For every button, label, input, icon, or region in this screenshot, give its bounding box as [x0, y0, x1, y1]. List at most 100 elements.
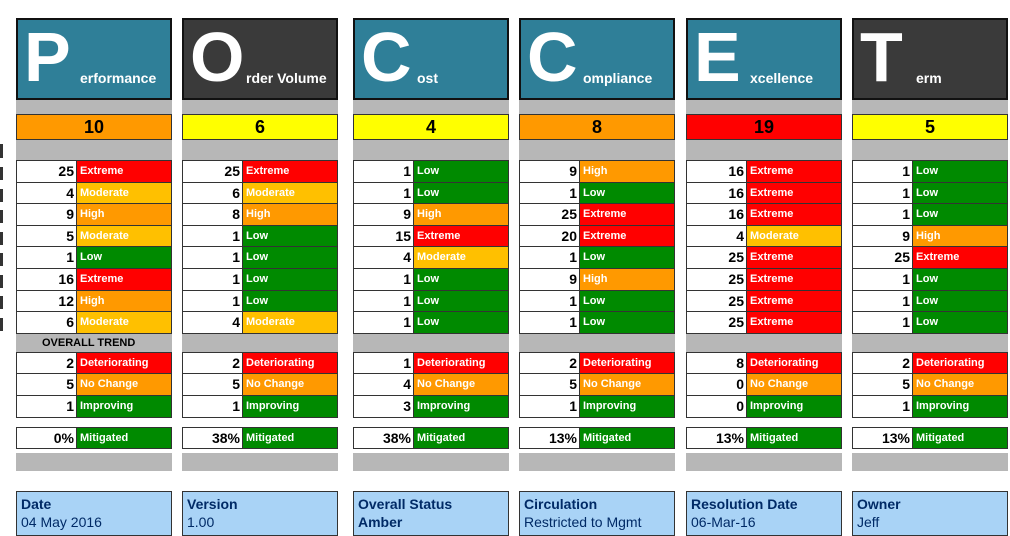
risk-row: 9 High — [520, 161, 674, 183]
risk-rating: Low — [414, 182, 508, 204]
objective-initial: E — [694, 18, 741, 96]
objective-name: ompliance — [583, 70, 653, 86]
risk-row: 1 Low — [520, 290, 674, 313]
trend-label: Deteriorating — [77, 352, 171, 374]
mitigated-block: 13% Mitigated — [519, 426, 675, 450]
risk-row: 1 Low — [853, 268, 1007, 291]
risk-rating: Extreme — [243, 161, 337, 182]
trend-row: 2 Deteriorating — [183, 352, 337, 375]
risk-score: 4 — [687, 225, 747, 247]
trend-row: 1 Deteriorating — [354, 352, 508, 375]
info-title: Resolution Date — [691, 496, 798, 512]
trend-row: 8 Deteriorating — [687, 352, 841, 375]
separator-bar — [852, 100, 1008, 114]
risk-rating: Extreme — [580, 204, 674, 225]
trend-label: No Change — [243, 374, 337, 395]
risk-row: 25 Extreme — [17, 161, 171, 183]
risk-rating: Low — [243, 247, 337, 268]
risk-score: 6 — [183, 182, 243, 204]
trend-row: 5 No Change — [520, 374, 674, 396]
risk-row: 1 Low — [354, 268, 508, 291]
risk-score: 1 — [354, 161, 414, 182]
risk-rating: Low — [580, 312, 674, 333]
risk-row: 1 Low — [354, 161, 508, 183]
trend-count: 2 — [520, 352, 580, 374]
risk-score: 25 — [183, 161, 243, 182]
risk-row: 1 Low — [853, 290, 1007, 313]
objective-name: erformance — [80, 70, 157, 86]
risk-row: 1 Low — [853, 182, 1007, 205]
separator-bar — [353, 100, 509, 114]
objective-initial: C — [361, 18, 412, 96]
objective-initial: P — [24, 18, 71, 96]
trend-count: 0 — [687, 374, 747, 395]
risk-score: 16 — [687, 182, 747, 204]
risk-rating: Low — [913, 290, 1007, 312]
trend-label: No Change — [77, 374, 171, 395]
risk-score: 1 — [354, 268, 414, 290]
separator-bar — [686, 140, 842, 160]
info-value: 06-Mar-16 — [691, 514, 756, 530]
mitigated-block: 0% Mitigated — [16, 426, 172, 450]
objective-score: 8 — [519, 114, 675, 140]
risk-rating: Extreme — [747, 182, 841, 204]
trend-row: 1 Improving — [183, 395, 337, 418]
separator-bar — [182, 100, 338, 114]
trend-label: Improving — [747, 395, 841, 417]
risk-row: 25 Extreme — [687, 247, 841, 269]
risk-score: 8 — [183, 204, 243, 225]
risk-rating: High — [243, 204, 337, 225]
separator-bar — [353, 140, 509, 160]
trend-row: 1 Improving — [853, 395, 1007, 418]
risk-rating: Moderate — [77, 182, 171, 204]
mitigated-row: 13% Mitigated — [520, 427, 674, 450]
risk-row: 9 High — [354, 204, 508, 226]
objective-score: 4 — [353, 114, 509, 140]
info-title: Circulation — [524, 496, 598, 512]
left-edge-mark — [0, 167, 3, 180]
risk-rating: Low — [913, 204, 1007, 225]
info-value: Jeff — [857, 514, 880, 530]
risk-score: 1 — [853, 268, 913, 290]
separator-bar — [353, 453, 509, 472]
info-value: 04 May 2016 — [21, 514, 102, 530]
separator-bar — [519, 140, 675, 160]
objective-initial: T — [860, 18, 903, 96]
left-edge-mark — [0, 232, 3, 245]
risk-rating: Low — [243, 290, 337, 312]
trend-row: 1 Improving — [520, 395, 674, 418]
risk-row: 16 Extreme — [687, 161, 841, 183]
mitigated-percent: 13% — [853, 427, 913, 449]
risk-row: 4 Moderate — [687, 225, 841, 248]
risk-score: 9 — [853, 225, 913, 247]
risk-row: 16 Extreme — [687, 204, 841, 226]
objective-name: xcellence — [750, 70, 814, 86]
risk-row: 1 Low — [853, 161, 1007, 183]
risk-rating: Low — [913, 161, 1007, 182]
risk-score: 1 — [853, 182, 913, 204]
trend-count: 1 — [354, 352, 414, 374]
risk-list: 1 Low 1 Low 9 High 15 Extreme 4 Moderate 1 Low 1 Low 1… — [353, 160, 509, 334]
risk-rating: Extreme — [747, 204, 841, 225]
risk-row: 1 Low — [17, 247, 171, 269]
risk-score: 4 — [17, 182, 77, 204]
trend-row: 2 Deteriorating — [17, 352, 171, 375]
objective-name: erm — [916, 70, 942, 86]
separator-bar — [686, 100, 842, 114]
risk-score: 12 — [17, 290, 77, 312]
risk-score: 9 — [520, 161, 580, 182]
risk-score: 1 — [520, 290, 580, 312]
risk-rating: Extreme — [747, 290, 841, 312]
mitigated-block: 13% Mitigated — [686, 426, 842, 450]
risk-score: 1 — [354, 312, 414, 333]
trend-label: No Change — [747, 374, 841, 395]
trend-count: 2 — [183, 352, 243, 374]
risk-score: 5 — [17, 225, 77, 247]
risk-row: 15 Extreme — [354, 225, 508, 248]
left-edge-mark — [0, 275, 3, 288]
mitigated-percent: 0% — [17, 427, 77, 449]
